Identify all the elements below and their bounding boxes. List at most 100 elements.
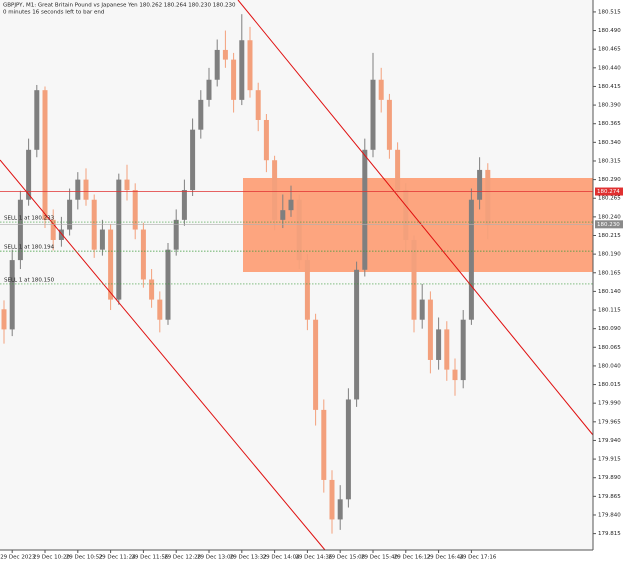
y-tick-label: 179.865 bbox=[598, 494, 621, 500]
candle-body bbox=[255, 90, 261, 120]
candle-body bbox=[34, 90, 40, 150]
y-tick-label: 179.940 bbox=[598, 438, 621, 444]
x-tick-label: 29 Dec 16:12 bbox=[394, 555, 431, 561]
candle-body bbox=[1, 309, 7, 330]
candle-body bbox=[231, 59, 237, 100]
y-tick-label: 180.415 bbox=[598, 84, 621, 90]
y-tick-label: 180.015 bbox=[598, 382, 621, 388]
candle-body bbox=[190, 129, 196, 191]
candle-body bbox=[362, 149, 368, 270]
candle-body bbox=[108, 229, 114, 300]
y-tick-label: 180.265 bbox=[598, 196, 621, 202]
trend-line bbox=[0, 159, 326, 551]
y-tick-label: 180.365 bbox=[598, 121, 621, 127]
candle-body bbox=[386, 99, 392, 150]
y-tick-label: 180.390 bbox=[598, 103, 621, 109]
y-tick-label: 180.040 bbox=[598, 363, 621, 369]
candles bbox=[1, 14, 491, 534]
y-tick-label: 180.140 bbox=[598, 289, 621, 295]
candle-body bbox=[403, 190, 409, 240]
x-tick-label: 29 Dec 10:20 bbox=[33, 555, 70, 561]
level-label: 180.274 bbox=[597, 189, 620, 195]
y-tick-label: 180.490 bbox=[598, 28, 621, 34]
candle-body bbox=[321, 409, 327, 480]
candle-body bbox=[75, 179, 81, 200]
candle-body bbox=[124, 179, 130, 191]
candle-body bbox=[214, 49, 220, 80]
trend-line bbox=[237, 0, 594, 436]
y-tick-label: 179.915 bbox=[598, 457, 621, 463]
candle-body bbox=[165, 249, 171, 320]
candle-body bbox=[370, 79, 376, 150]
y-tick-label: 180.215 bbox=[598, 233, 621, 239]
candle-body bbox=[477, 169, 483, 200]
candle-body bbox=[354, 269, 360, 400]
order-label: SELL 1 at 180.233 bbox=[4, 216, 55, 222]
candle-body bbox=[50, 219, 56, 240]
candle-body bbox=[288, 199, 294, 211]
x-tick-label: 29 Dec 14:36 bbox=[295, 555, 332, 561]
x-tick-label: 29 Dec 17:16 bbox=[459, 555, 496, 561]
candle-body bbox=[140, 229, 146, 280]
candle-body bbox=[58, 229, 64, 240]
candle-body bbox=[444, 329, 450, 370]
candle-body bbox=[99, 229, 105, 250]
candle-body bbox=[198, 99, 204, 130]
candle-body bbox=[206, 79, 212, 100]
x-tick-label: 29 Dec 15:08 bbox=[328, 555, 365, 561]
y-tick-label: 179.840 bbox=[598, 512, 621, 518]
candle-body bbox=[91, 199, 97, 250]
candle-body bbox=[222, 49, 228, 60]
chart-title: GBPJPY, M1: Great Britain Pound vs Japan… bbox=[3, 3, 236, 9]
candle-body bbox=[419, 299, 425, 320]
candle-body bbox=[239, 40, 245, 100]
candle-body bbox=[247, 40, 253, 91]
candle-body bbox=[329, 479, 335, 520]
plot-area bbox=[0, 0, 593, 550]
y-tick-label: 180.115 bbox=[598, 308, 621, 314]
y-tick-label: 180.165 bbox=[598, 270, 621, 276]
candle-body bbox=[304, 260, 310, 320]
y-tick-label: 180.065 bbox=[598, 345, 621, 351]
y-tick-label: 179.815 bbox=[598, 531, 621, 537]
y-tick-label: 180.440 bbox=[598, 65, 621, 71]
x-tick-label: 29 Dec 11:24 bbox=[99, 555, 136, 561]
candle-body bbox=[149, 279, 155, 300]
order-label: SELL 1 at 180.194 bbox=[4, 245, 55, 251]
candle-body bbox=[67, 199, 73, 230]
candle-body bbox=[280, 210, 286, 220]
candle-body bbox=[132, 190, 138, 230]
candle-body bbox=[17, 199, 23, 261]
x-tick-label: 29 Dec 13:32 bbox=[230, 555, 267, 561]
y-tick-label: 179.990 bbox=[598, 401, 621, 407]
candle-body bbox=[42, 90, 48, 220]
candle-body bbox=[378, 79, 384, 100]
candle-body bbox=[411, 239, 417, 320]
y-tick-label: 180.315 bbox=[598, 158, 621, 164]
candle-body bbox=[116, 179, 122, 300]
candle-body bbox=[296, 199, 302, 261]
candle-body bbox=[173, 219, 179, 250]
candle-body bbox=[83, 179, 89, 200]
candle-body bbox=[395, 149, 401, 191]
bid-tag bbox=[595, 220, 623, 229]
candle-body bbox=[337, 499, 343, 520]
candle-body bbox=[485, 169, 491, 226]
y-tick-label: 180.465 bbox=[598, 47, 621, 53]
y-tick-label: 180.340 bbox=[598, 140, 621, 146]
bid-label: 180.230 bbox=[597, 222, 620, 228]
y-tick-label: 179.890 bbox=[598, 475, 621, 481]
x-tick-label: 29 Dec 16:44 bbox=[427, 555, 464, 561]
x-tick-label: 29 Dec 2023 bbox=[0, 555, 36, 561]
candle-body bbox=[452, 369, 458, 381]
candle-body bbox=[157, 299, 163, 320]
candle-body bbox=[263, 119, 269, 161]
y-tick-label: 180.240 bbox=[598, 214, 621, 220]
order-label: SELL 1 at 180.150 bbox=[4, 277, 55, 283]
x-tick-label: 29 Dec 14:04 bbox=[263, 555, 300, 561]
candle-body bbox=[26, 149, 32, 200]
y-tick-label: 180.090 bbox=[598, 326, 621, 332]
x-tick-label: 29 Dec 15:40 bbox=[361, 555, 398, 561]
x-tick-label: 29 Dec 13:00 bbox=[197, 555, 234, 561]
